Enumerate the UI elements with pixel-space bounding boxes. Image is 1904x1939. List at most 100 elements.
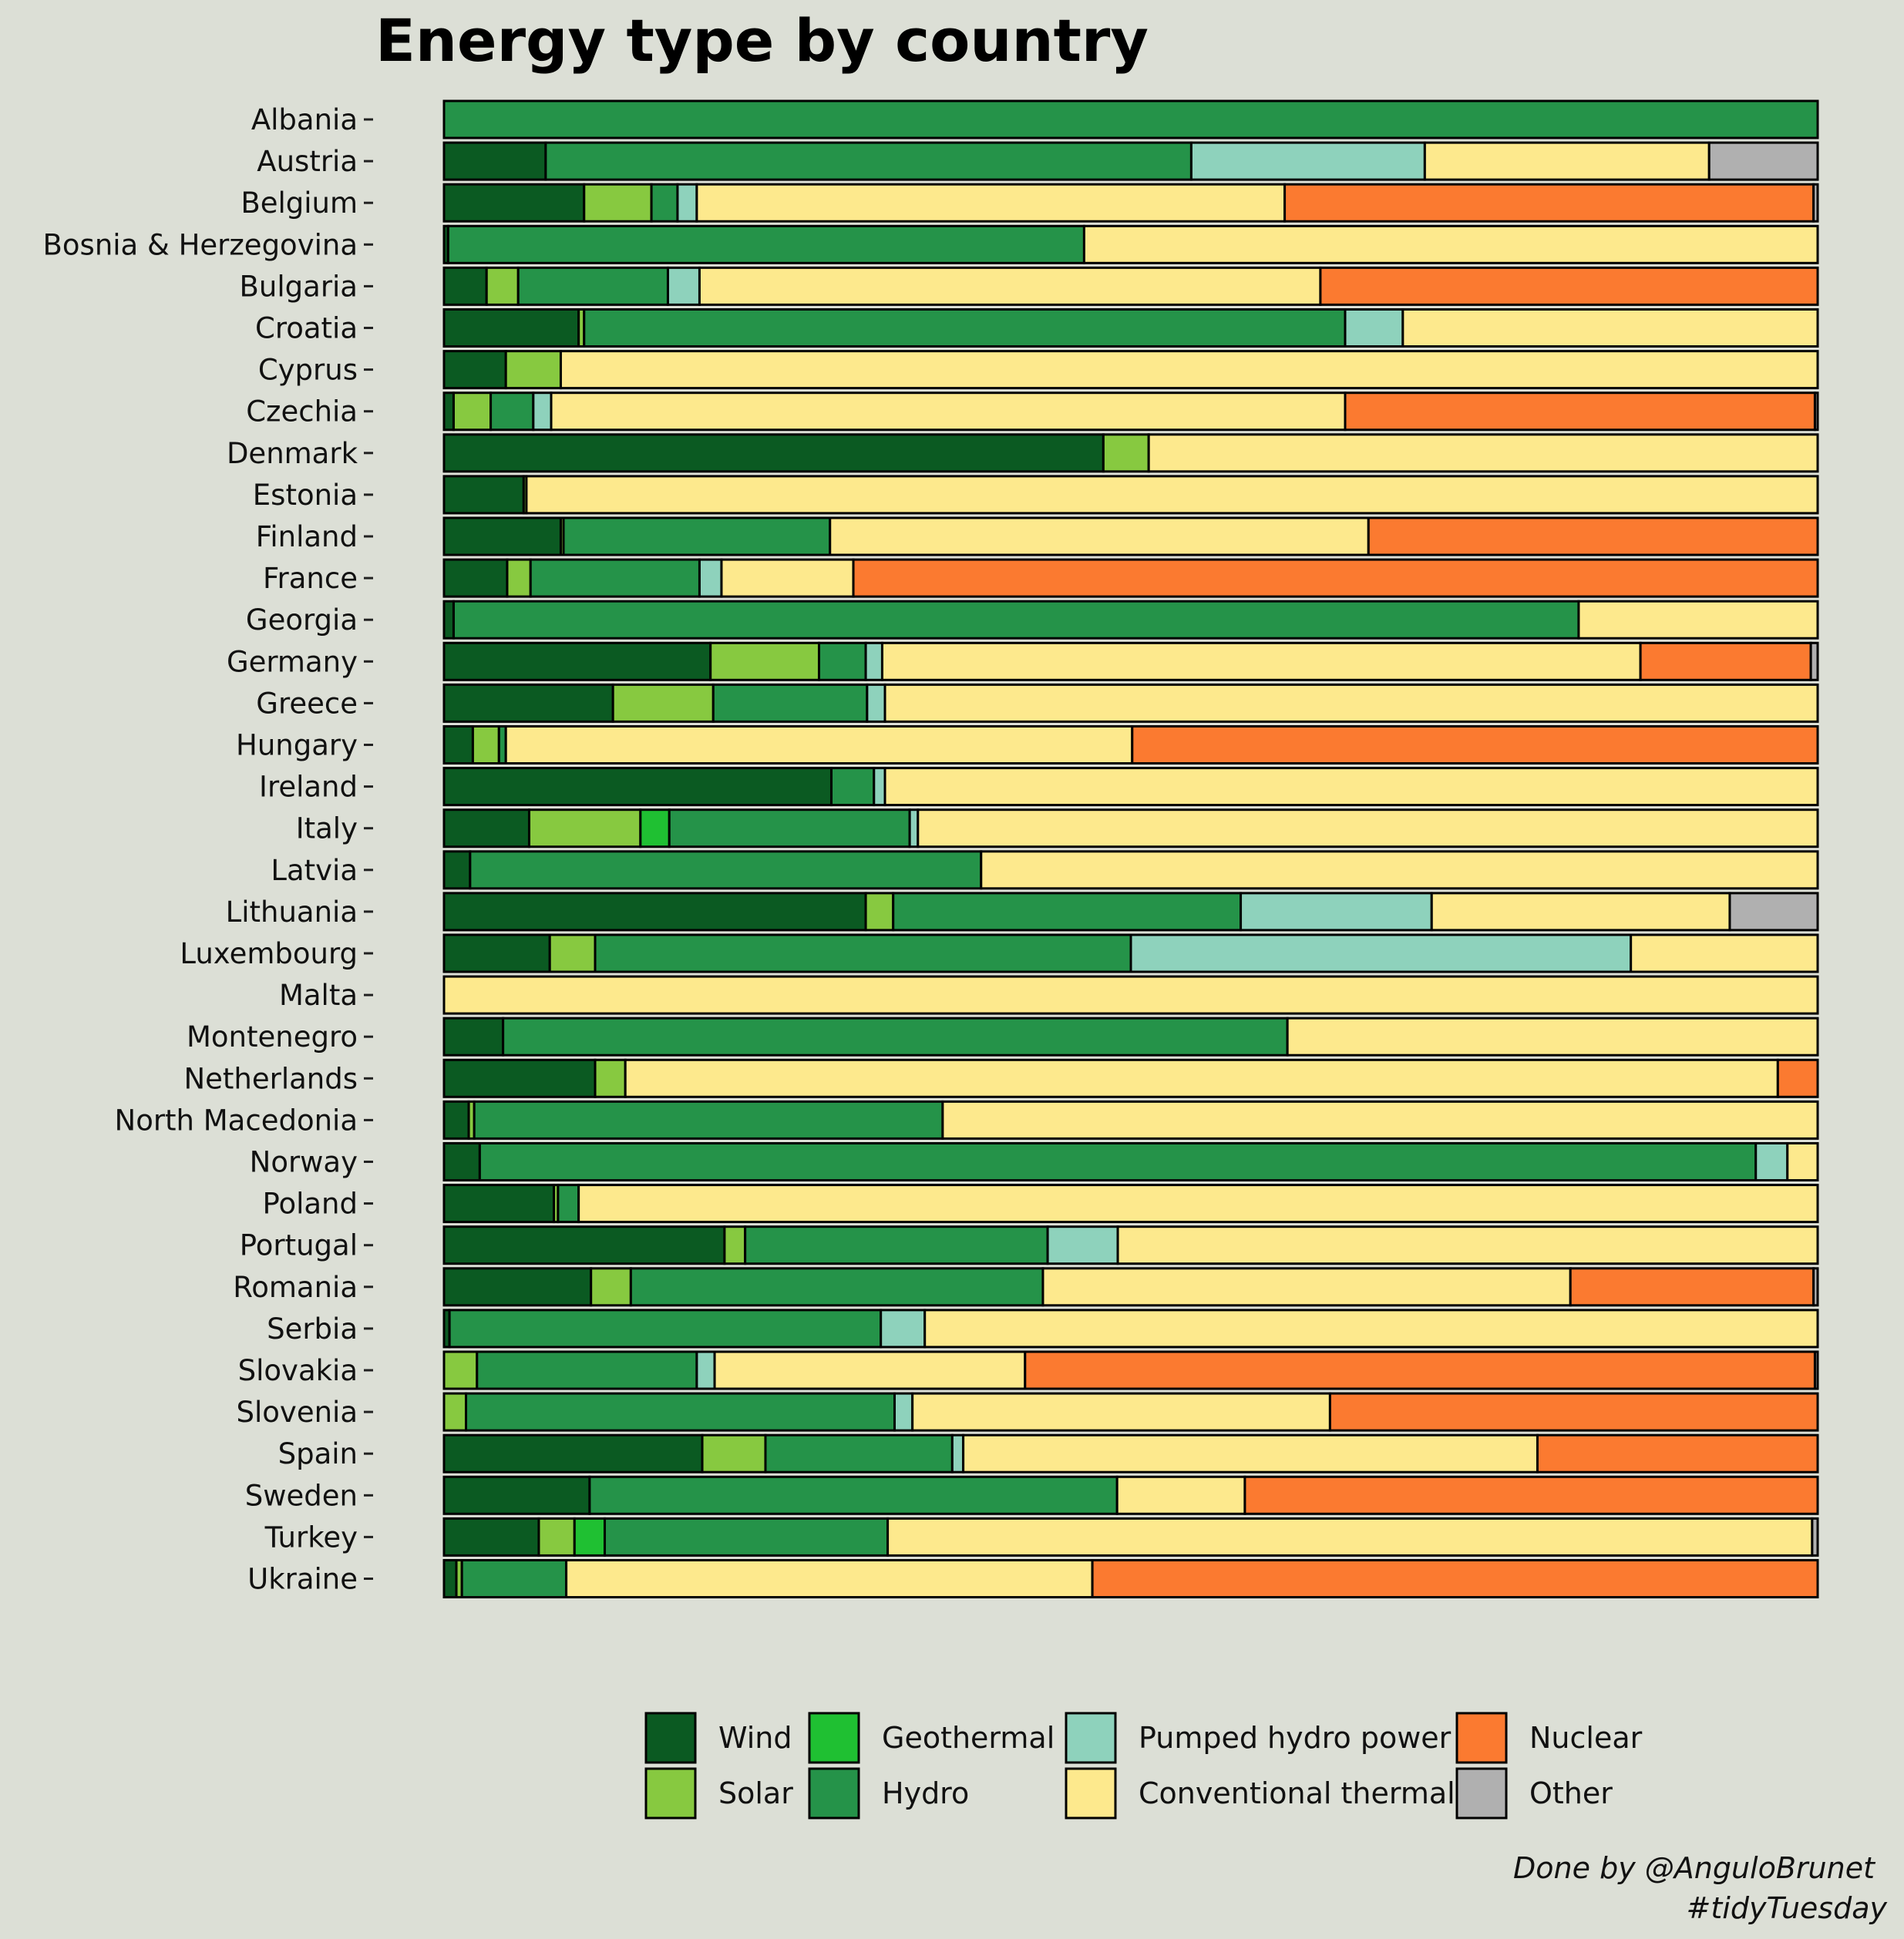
bar-georgia-conventional-thermal — [1577, 600, 1819, 640]
ytick-label-denmark: Denmark — [227, 437, 358, 470]
ytick-label-portugal: Portugal — [240, 1229, 358, 1262]
ytick-label-lithuania: Lithuania — [226, 896, 358, 929]
bar-greece-pumped-hydro-power — [866, 683, 886, 723]
ytick-label-france: France — [263, 562, 358, 595]
bar-luxembourg-conventional-thermal — [1630, 933, 1819, 973]
ytick-label-latvia: Latvia — [271, 854, 358, 887]
bar-slovakia-nuclear — [1024, 1350, 1816, 1390]
bar-germany-wind — [442, 641, 712, 681]
bar-portugal-solar — [723, 1225, 747, 1265]
bar-romania-solar — [590, 1267, 632, 1307]
bar-germany-pumped-hydro-power — [864, 641, 883, 681]
bar-serbia-hydro — [448, 1309, 883, 1349]
bar-spain-nuclear — [1536, 1433, 1819, 1474]
ytick-label-georgia: Georgia — [246, 603, 358, 637]
ytick-label-ukraine: Ukraine — [247, 1563, 358, 1596]
ytick-label-turkey: Turkey — [264, 1521, 358, 1554]
bar-north-macedonia-hydro — [473, 1100, 944, 1140]
ytick-label-ireland: Ireland — [259, 771, 358, 804]
bar-france-conventional-thermal — [720, 558, 855, 598]
bar-italy-hydro — [668, 808, 911, 849]
bar-belgium-other — [1812, 183, 1819, 223]
bar-estonia-conventional-thermal — [525, 475, 1819, 515]
bar-hungary-solar — [471, 725, 500, 765]
ytick-label-bulgaria: Bulgaria — [240, 270, 358, 303]
bar-germany-conventional-thermal — [880, 641, 1642, 681]
bar-denmark-conventional-thermal — [1147, 433, 1819, 473]
bar-latvia-conventional-thermal — [980, 850, 1819, 890]
legend-swatch-nuclear — [1455, 1712, 1508, 1764]
bar-turkey-wind — [442, 1517, 540, 1557]
bar-serbia-conventional-thermal — [923, 1309, 1819, 1349]
bar-croatia-pumped-hydro-power — [1344, 308, 1404, 348]
bar-slovenia-hydro — [465, 1392, 896, 1432]
bar-germany-nuclear — [1639, 641, 1812, 681]
bar-belgium-nuclear — [1283, 183, 1815, 223]
bar-czechia-hydro — [489, 391, 535, 432]
bar-ireland-hydro — [830, 767, 876, 807]
bar-montenegro-hydro — [502, 1017, 1289, 1057]
legend-label-solar: Solar — [718, 1776, 793, 1810]
bar-turkey-geothermal — [573, 1517, 606, 1557]
bar-ukraine-wind — [442, 1559, 458, 1598]
chart-title: Energy type by country — [375, 6, 1149, 75]
bar-ireland-pumped-hydro-power — [873, 767, 886, 807]
bar-denmark-solar — [1102, 433, 1150, 473]
bar-ukraine-hydro — [460, 1559, 568, 1598]
ytick-label-montenegro: Montenegro — [187, 1020, 358, 1054]
ytick-label-slovenia: Slovenia — [237, 1396, 358, 1429]
bars-layer — [442, 99, 1819, 1598]
bar-norway-conventional-thermal — [1786, 1142, 1819, 1181]
bar-spain-solar — [701, 1433, 767, 1474]
bar-germany-other — [1809, 641, 1819, 681]
bar-bulgaria-wind — [442, 266, 488, 306]
bar-ukraine-conventional-thermal — [565, 1559, 1094, 1598]
ytick-label-croatia: Croatia — [255, 312, 358, 345]
bar-malta-conventional-thermal — [442, 975, 1819, 1015]
ytick-label-germany: Germany — [227, 645, 358, 678]
bar-belgium-pumped-hydro-power — [676, 183, 698, 223]
bar-georgia-wind — [442, 600, 455, 640]
bar-italy-solar — [527, 808, 642, 849]
bar-austria-hydro — [544, 141, 1193, 181]
bar-belgium-conventional-thermal — [695, 183, 1287, 223]
ytick-label-norway: Norway — [250, 1146, 358, 1179]
legend-swatch-wind — [644, 1712, 697, 1764]
ytick-label-belgium: Belgium — [241, 187, 358, 220]
legend-label-hydro: Hydro — [882, 1776, 969, 1810]
bar-georgia-hydro — [452, 600, 1580, 640]
bar-spain-conventional-thermal — [962, 1433, 1539, 1474]
legend-label-wind: Wind — [718, 1721, 792, 1755]
bar-poland-wind — [442, 1184, 556, 1224]
bar-montenegro-conventional-thermal — [1286, 1017, 1819, 1057]
ytick-label-hungary: Hungary — [236, 729, 358, 762]
legend-label-conventional-thermal: Conventional thermal — [1139, 1776, 1455, 1810]
bar-romania-hydro — [629, 1267, 1045, 1307]
bar-slovakia-pumped-hydro-power — [695, 1350, 716, 1390]
bar-finland-hydro — [562, 516, 832, 556]
bar-greece-wind — [442, 683, 614, 723]
bar-norway-hydro — [478, 1142, 1758, 1181]
bar-france-hydro — [529, 558, 701, 598]
bar-belgium-wind — [442, 183, 586, 223]
legend-swatch-other — [1455, 1767, 1508, 1820]
bar-cyprus-wind — [442, 350, 507, 390]
bar-france-solar — [506, 558, 532, 598]
bar-greece-conventional-thermal — [883, 683, 1819, 723]
bar-ukraine-nuclear — [1091, 1559, 1819, 1598]
bar-slovenia-conventional-thermal — [911, 1392, 1331, 1432]
bar-spain-wind — [442, 1433, 704, 1474]
bar-bulgaria-nuclear — [1319, 266, 1819, 306]
bar-bulgaria-conventional-thermal — [698, 266, 1322, 306]
ytick-label-bosnia-and-herzegovina: Bosnia & Herzegovina — [43, 228, 358, 261]
bar-lithuania-pumped-hydro-power — [1240, 892, 1433, 932]
bar-netherlands-conventional-thermal — [624, 1058, 1779, 1098]
bar-netherlands-solar — [594, 1058, 627, 1098]
bar-latvia-hydro — [469, 850, 983, 890]
bar-turkey-conventional-thermal — [886, 1517, 1814, 1557]
bar-croatia-wind — [442, 308, 580, 348]
bar-lithuania-wind — [442, 892, 867, 932]
bar-albania-hydro — [442, 99, 1819, 139]
ytick-label-cyprus: Cyprus — [258, 354, 358, 387]
bar-italy-wind — [442, 808, 530, 849]
